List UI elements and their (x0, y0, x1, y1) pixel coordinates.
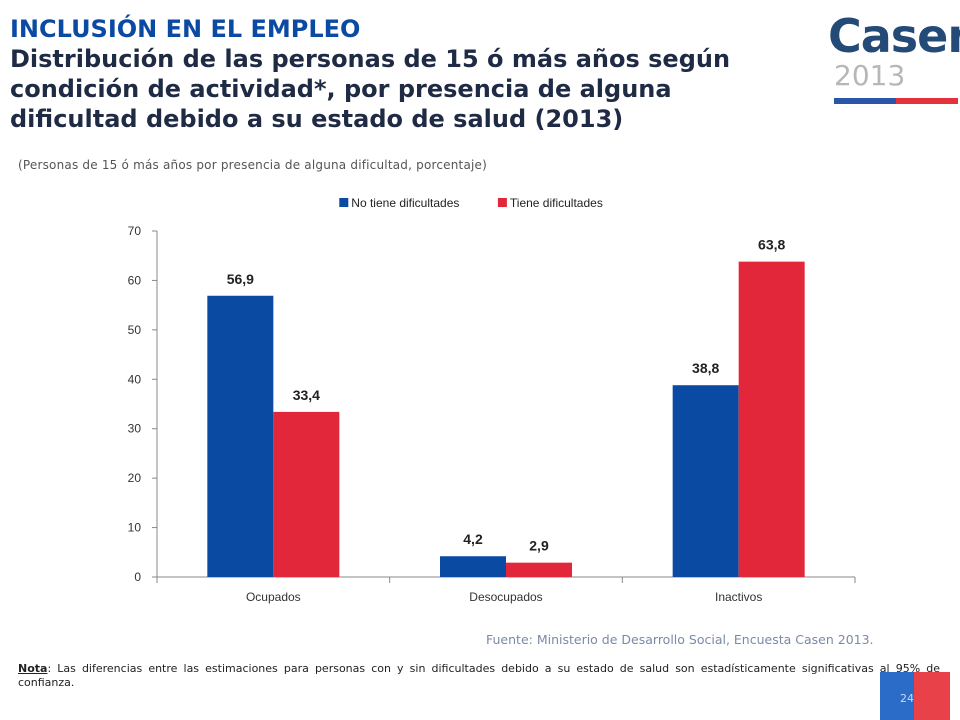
page-number: 24 (900, 692, 914, 705)
data-label: 4,2 (463, 531, 483, 547)
x-tick-label: Inactivos (715, 590, 762, 604)
data-label: 63,8 (758, 237, 785, 253)
title-block: INCLUSIÓN EN EL EMPLEO Distribución de l… (10, 14, 830, 134)
bar (506, 562, 572, 577)
section-title-text: INCLUSIÓN EN EL EMPLEO (10, 15, 361, 43)
x-tick-label: Ocupados (246, 590, 301, 604)
logo-bar-blue (834, 98, 896, 104)
page-title-line-1: Distribución de las personas de 15 ó más… (10, 45, 731, 73)
source-note: Fuente: Ministerio de Desarrollo Social,… (486, 632, 874, 647)
logo-year: 2013 (834, 59, 906, 92)
data-label: 2,9 (529, 538, 549, 554)
note-text: : Las diferencias entre las estimaciones… (18, 662, 940, 689)
y-tick-label: 70 (128, 224, 142, 238)
y-tick-label: 10 (128, 521, 142, 535)
logo-bar-red (896, 98, 958, 104)
y-tick-label: 30 (128, 422, 142, 436)
y-tick-label: 50 (128, 323, 142, 337)
bar (738, 261, 805, 577)
note-label: Nota (18, 662, 48, 675)
bar (273, 411, 340, 577)
y-tick-label: 40 (128, 372, 142, 386)
y-tick-label: 20 (128, 471, 142, 485)
legend-swatch (339, 198, 349, 207)
page-badge: 24 (880, 672, 950, 720)
footnote: Nota: Las diferencias entre las estimaci… (18, 662, 940, 690)
casen-logo: Casen 2013 (828, 9, 960, 104)
page-badge-blue (880, 672, 914, 720)
page-title-line-3: dificultad debido a su estado de salud (… (10, 105, 624, 133)
legend-label: Tiene dificultades (510, 196, 603, 210)
section-title: INCLUSIÓN EN EL EMPLEO (10, 14, 830, 44)
bar (672, 385, 739, 577)
logo-word: Casen (828, 9, 960, 63)
y-tick-label: 0 (134, 570, 141, 584)
chart-subtitle: (Personas de 15 ó más años por presencia… (18, 158, 487, 172)
data-label: 38,8 (692, 360, 719, 376)
y-tick-label: 60 (128, 273, 142, 287)
bar (440, 556, 506, 577)
legend-label: No tiene dificultades (351, 196, 459, 210)
bar-chart: 0 10 20 30 40 50 60 70 Ocupados 56,9 33,4 Desocupad… (128, 196, 856, 604)
data-label: 56,9 (227, 271, 254, 287)
x-tick-label: Desocupados (469, 590, 542, 604)
page-title-line-2: condición de actividad*, por presencia d… (10, 75, 672, 103)
legend-swatch (497, 198, 507, 207)
bar (207, 295, 274, 577)
page-badge-red (914, 672, 950, 720)
data-label: 33,4 (293, 387, 320, 403)
